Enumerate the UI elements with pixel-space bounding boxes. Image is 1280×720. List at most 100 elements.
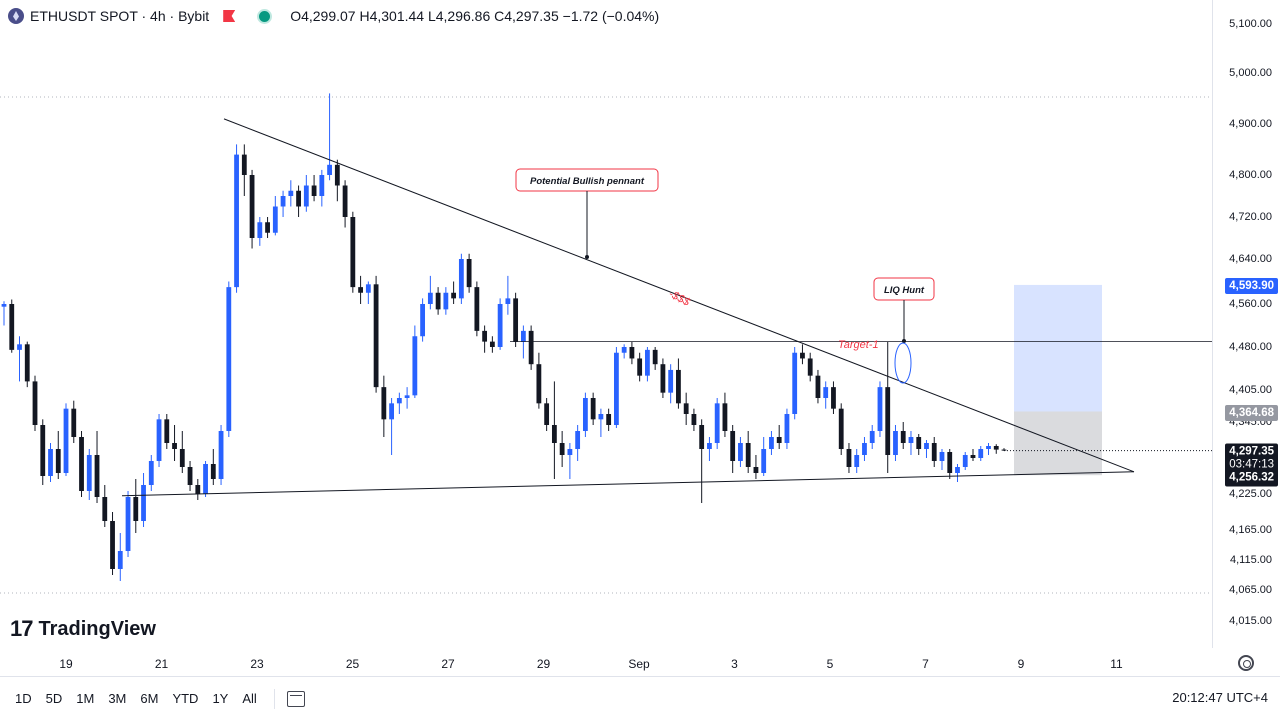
candle-body bbox=[226, 287, 232, 431]
candle bbox=[474, 281, 480, 337]
candle bbox=[272, 196, 278, 236]
pennant-callout-dot bbox=[585, 255, 589, 259]
candle bbox=[218, 425, 224, 485]
market-status-icon bbox=[257, 8, 273, 24]
candle-body bbox=[730, 431, 736, 461]
range-1d-button[interactable]: 1D bbox=[15, 691, 32, 706]
candle bbox=[179, 431, 185, 473]
candle bbox=[986, 443, 991, 455]
candle-body bbox=[117, 551, 123, 569]
candle bbox=[226, 281, 232, 437]
candle-body bbox=[528, 330, 534, 365]
candle bbox=[544, 398, 550, 431]
candle bbox=[303, 175, 309, 212]
candle bbox=[978, 446, 984, 461]
candle bbox=[117, 533, 123, 581]
range-1m-button[interactable]: 1M bbox=[76, 691, 95, 706]
candle-body bbox=[939, 452, 945, 461]
long-target-zone[interactable] bbox=[1014, 284, 1102, 412]
long-stop-zone[interactable] bbox=[1014, 411, 1102, 476]
candle bbox=[412, 325, 418, 398]
time-axis[interactable]: 19 21 23 25 27 29 Sep 3 5 7 9 11 bbox=[0, 648, 1212, 676]
candle bbox=[288, 180, 294, 207]
candle-body bbox=[823, 387, 829, 398]
candle bbox=[970, 449, 976, 461]
candle-body bbox=[869, 431, 875, 443]
candle bbox=[296, 185, 301, 217]
candle-body bbox=[86, 455, 92, 491]
candle-body bbox=[683, 403, 689, 414]
candle-body bbox=[257, 222, 263, 238]
candle bbox=[94, 431, 100, 503]
time-tick-label: 25 bbox=[345, 657, 360, 671]
candle-body bbox=[831, 387, 836, 409]
candle-body bbox=[637, 358, 643, 376]
clock-readout[interactable]: 20:12:47 UTC+4 bbox=[1172, 690, 1268, 705]
support-trendline[interactable] bbox=[121, 471, 1135, 497]
price-tick-label: 4,065.00 bbox=[1229, 584, 1272, 596]
calendar-icon[interactable] bbox=[286, 690, 305, 707]
candle-body bbox=[133, 497, 139, 521]
candle bbox=[172, 425, 177, 461]
candle-body bbox=[877, 387, 883, 431]
candle bbox=[241, 144, 247, 196]
candle-body bbox=[210, 464, 216, 479]
candle bbox=[110, 512, 115, 575]
chart-canvas[interactable]: Target-1 -$$$ Potential Bullish pennant … bbox=[0, 0, 1212, 648]
candle-body bbox=[203, 464, 208, 494]
price-tick-label: 5,000.00 bbox=[1229, 67, 1272, 79]
candle-body bbox=[241, 154, 247, 175]
time-tick-label: 27 bbox=[441, 657, 455, 671]
range-3m-button[interactable]: 3M bbox=[108, 691, 127, 706]
settings-icon[interactable] bbox=[1238, 655, 1254, 671]
candle-body bbox=[9, 304, 15, 350]
range-1y-button[interactable]: 1Y bbox=[212, 691, 229, 706]
candle bbox=[528, 325, 534, 370]
candle bbox=[141, 473, 146, 527]
candle-body bbox=[40, 425, 46, 476]
candle-body bbox=[342, 185, 348, 217]
candle bbox=[893, 425, 898, 461]
candle-body bbox=[551, 425, 557, 443]
candle bbox=[133, 479, 139, 533]
candle bbox=[63, 403, 69, 476]
range-all-button[interactable]: All bbox=[242, 691, 257, 706]
range-ytd-button[interactable]: YTD bbox=[172, 691, 199, 706]
liq-hunt-ellipse[interactable] bbox=[894, 342, 912, 384]
candle-body bbox=[427, 292, 433, 304]
range-6m-button[interactable]: 6M bbox=[140, 691, 159, 706]
symbol-title[interactable]: ETHUSDT SPOT · 4h · Bybit bbox=[30, 8, 210, 24]
candle bbox=[652, 347, 658, 370]
candle-body bbox=[714, 403, 720, 443]
candle bbox=[210, 449, 216, 485]
price-chart[interactable]: Target-1 -$$$ Potential Bullish pennant … bbox=[0, 0, 1212, 648]
candle-body bbox=[435, 292, 441, 310]
candle-body bbox=[986, 446, 991, 449]
candle-body bbox=[1, 304, 7, 307]
candle-body bbox=[955, 467, 960, 473]
candle-body bbox=[218, 431, 224, 479]
candle-body bbox=[559, 443, 565, 455]
candle-body bbox=[156, 419, 162, 461]
range-5d-button[interactable]: 5D bbox=[45, 691, 63, 706]
candle bbox=[947, 449, 953, 479]
candle bbox=[427, 275, 433, 310]
flag-icon[interactable] bbox=[223, 10, 236, 22]
target-1-label: Target-1 bbox=[838, 339, 879, 351]
price-tick-label: 4,560.00 bbox=[1229, 298, 1272, 310]
candle-body bbox=[358, 287, 363, 293]
stop-price-value: 4,256.32 bbox=[1229, 471, 1274, 484]
price-axis[interactable]: 4,015.00 4,065.00 4,115.00 4,165.00 4,225.00… bbox=[1212, 0, 1280, 648]
resistance-trendline[interactable] bbox=[223, 118, 1135, 473]
candle bbox=[319, 169, 325, 207]
candle-body bbox=[71, 408, 77, 437]
candle bbox=[55, 431, 61, 479]
last-price-value: 4,297.35 bbox=[1229, 445, 1274, 458]
candle-body bbox=[606, 414, 612, 425]
candle bbox=[559, 431, 565, 467]
candle-body bbox=[784, 414, 790, 443]
candle bbox=[396, 392, 402, 414]
price-tick-label: 4,720.00 bbox=[1229, 211, 1272, 223]
time-tick-label: 23 bbox=[250, 657, 264, 671]
candle-body bbox=[458, 259, 464, 299]
